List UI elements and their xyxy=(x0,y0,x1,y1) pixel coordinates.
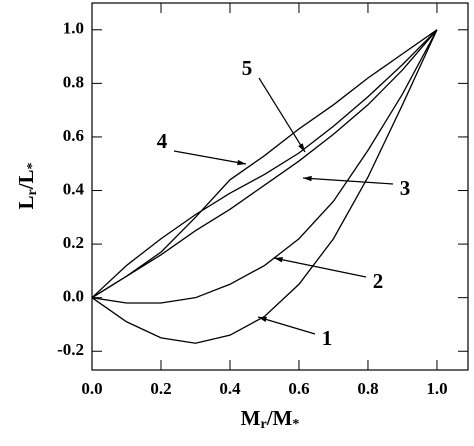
arrow-head xyxy=(303,175,312,182)
curve-label: 1 xyxy=(322,326,333,350)
arrow-head xyxy=(237,159,246,166)
y-tick-label: 0.2 xyxy=(63,233,84,252)
annotation-arrow xyxy=(258,77,306,153)
annotation-arrow xyxy=(273,257,367,278)
x-label-part: /M xyxy=(266,406,293,430)
annotation-arrow xyxy=(302,177,394,185)
y-label-sub: r xyxy=(25,189,40,195)
x-label-part: M xyxy=(241,406,261,430)
series-line xyxy=(91,29,438,299)
annotation-arrow xyxy=(173,150,247,165)
x-tick-label: 0.0 xyxy=(81,379,102,398)
series-line xyxy=(91,29,438,299)
arrow-head xyxy=(258,316,267,323)
y-tick-label: 0.4 xyxy=(63,179,85,198)
curve-label: 5 xyxy=(242,56,253,80)
arrow-head xyxy=(274,257,283,263)
x-axis-label: Mr/M* xyxy=(241,406,300,432)
series-line xyxy=(91,29,438,299)
x-tick-label: 0.2 xyxy=(150,379,171,398)
curve-label: 3 xyxy=(400,176,411,200)
plot-frame xyxy=(91,2,469,371)
series-line xyxy=(91,29,438,344)
y-tick-label: 1.0 xyxy=(63,19,84,38)
x-label-sub: * xyxy=(292,417,299,432)
y-label-part: /L xyxy=(14,169,38,190)
x-tick-label: 0.4 xyxy=(219,379,241,398)
x-tick-label: 0.6 xyxy=(288,379,309,398)
annotation-arrow xyxy=(257,316,316,335)
y-label-part: L xyxy=(14,196,38,210)
x-tick-label: 1.0 xyxy=(426,379,447,398)
y-label-sub: * xyxy=(25,162,40,169)
x-tick-label: 0.8 xyxy=(357,379,378,398)
series-line xyxy=(91,29,438,304)
curve-label: 4 xyxy=(157,129,168,153)
y-axis-label: Lr/L* xyxy=(14,162,40,209)
y-tick-label: -0.2 xyxy=(57,340,84,359)
y-tick-label: 0.0 xyxy=(63,287,84,306)
curve-label: 2 xyxy=(373,269,384,293)
y-tick-label: 0.6 xyxy=(63,126,84,145)
y-tick-label: 0.8 xyxy=(63,72,84,91)
x-label-sub: r xyxy=(260,417,266,432)
arrow-head xyxy=(298,143,305,152)
